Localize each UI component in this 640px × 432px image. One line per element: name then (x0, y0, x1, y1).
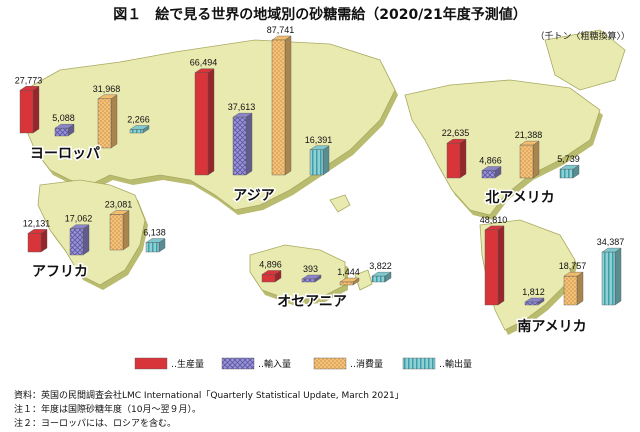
legend-item-production: ‥生産量 (134, 357, 204, 370)
value-label: 87,741 (267, 25, 295, 35)
bar-consumption (339, 277, 360, 286)
bar-consumption (109, 210, 130, 251)
value-label: 6,138 (143, 228, 166, 238)
bar-production (484, 225, 505, 306)
bar-production (446, 138, 467, 179)
value-label: 21,388 (515, 130, 543, 140)
bar-imports (232, 112, 253, 176)
value-label: 18,757 (559, 261, 587, 271)
region-label: アフリカ (32, 264, 88, 280)
value-label: 34,387 (597, 237, 625, 247)
bar-imports (69, 224, 90, 256)
value-label: 393 (303, 264, 318, 274)
legend-label: ‥輸出量 (439, 358, 472, 370)
bar-imports (54, 123, 75, 137)
value-label: 37,613 (228, 102, 256, 112)
bar-exports (309, 145, 330, 176)
bar-exports (145, 238, 166, 253)
legend-label: ‥生産量 (171, 358, 204, 370)
value-label: 1,444 (337, 267, 360, 277)
value-label: 5,088 (52, 113, 75, 123)
value-label: 1,812 (522, 287, 545, 297)
bar-production (261, 270, 282, 283)
source-note: 資料：英国の民間調査会社LMC International「Quarterly … (14, 391, 404, 401)
value-label: 16,391 (305, 135, 333, 145)
value-label: 4,866 (479, 156, 502, 166)
bar-imports (524, 297, 545, 306)
value-label-layer: 27,773 5,088 31,968 2,266 66,494 37,613 87,741… (15, 25, 625, 297)
legend-item-exports: ‥輸出量 (402, 357, 472, 370)
region-label: 南アメリカ (517, 318, 586, 335)
region-label: オセアニア (277, 294, 347, 310)
value-label: 17,062 (65, 214, 93, 224)
region-label: アジア (233, 188, 274, 204)
value-label: 66,494 (190, 58, 218, 68)
bar-consumption (271, 35, 292, 176)
value-label: 3,822 (369, 261, 392, 271)
bar-consumption (97, 94, 118, 149)
value-label: 22,635 (442, 128, 470, 138)
note-2: 注２：ヨーロッパには、ロシアを含む。 (14, 419, 177, 429)
world-map (21, 29, 626, 335)
value-label: 27,773 (15, 75, 43, 85)
bar-production (27, 228, 48, 253)
value-label: 12,131 (23, 218, 51, 228)
value-label: 48,810 (480, 215, 508, 225)
legend-item-consumption: ‥消費量 (313, 357, 383, 370)
bar-exports (371, 271, 392, 283)
region-label: 北アメリカ (485, 190, 554, 206)
bar-imports (301, 274, 322, 283)
region-label: ヨーロッパ (30, 146, 100, 162)
bar-imports (481, 166, 502, 179)
bar-layer (19, 35, 622, 306)
value-label: 2,266 (127, 115, 150, 125)
bar-exports (559, 164, 580, 179)
value-label: 5,739 (557, 154, 580, 164)
value-label: 4,896 (259, 259, 282, 269)
bar-production (19, 85, 40, 134)
legend-label: ‥輸入量 (258, 358, 291, 370)
unit-label: （千トン〈粗糖換算〉） (535, 32, 630, 42)
value-label: 23,081 (105, 199, 133, 209)
legend: ‥生産量 ‥輸入量 ‥消費量 ‥輸出量 (134, 357, 472, 370)
bar-exports (601, 247, 622, 306)
bar-consumption (563, 271, 584, 306)
bar-exports (129, 125, 150, 134)
chart-title: 図１ 絵で見る世界の地域別の砂糖需給（2020/21年度予測値） (113, 7, 527, 23)
legend-item-imports: ‥輸入量 (221, 357, 291, 370)
bar-production (194, 68, 215, 176)
value-label: 31,968 (93, 84, 121, 94)
bar-consumption (519, 140, 540, 179)
note-1: 注１：年度は国際砂糖年度（10月～翌９月）。 (14, 405, 201, 415)
legend-label: ‥消費量 (350, 358, 383, 370)
